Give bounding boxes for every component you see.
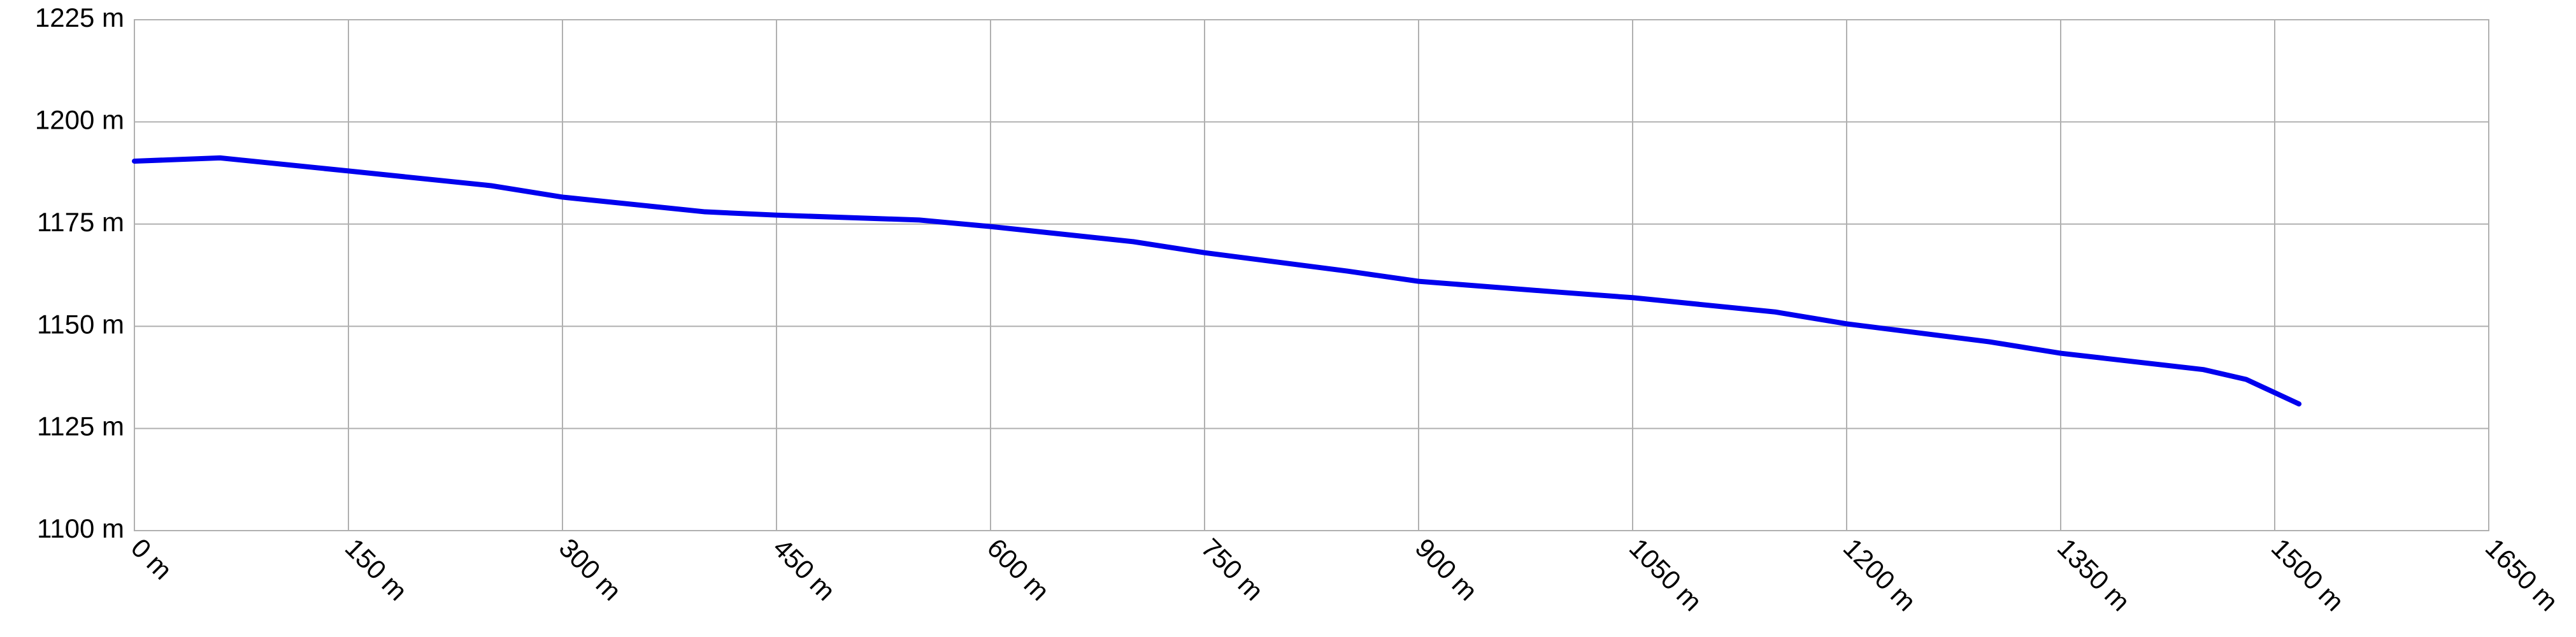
x-tick-label: 1650 m bbox=[2480, 533, 2564, 617]
x-tick-label: 1050 m bbox=[1624, 533, 1708, 617]
elevation-line bbox=[132, 155, 2302, 407]
y-tick-label: 1150 m bbox=[37, 309, 124, 339]
y-tick-label: 1200 m bbox=[35, 104, 124, 134]
x-tick-label: 1200 m bbox=[1838, 533, 1922, 617]
y-tick-label: 1175 m bbox=[37, 207, 124, 237]
x-tick-label: 0 m bbox=[125, 533, 178, 585]
x-tick-label: 150 m bbox=[340, 533, 413, 606]
y-tick-label: 1125 m bbox=[37, 412, 124, 441]
x-tick-label: 750 m bbox=[1196, 533, 1270, 606]
x-tick-label: 1500 m bbox=[2266, 533, 2350, 617]
x-tick-label: 600 m bbox=[982, 533, 1055, 606]
x-tick-label: 900 m bbox=[1410, 533, 1484, 606]
y-tick-label: 1100 m bbox=[37, 513, 124, 543]
plot-frame bbox=[134, 19, 2489, 531]
x-tick-label: 1350 m bbox=[2052, 533, 2136, 617]
y-tick-label: 1225 m bbox=[35, 3, 124, 32]
x-tick-label: 300 m bbox=[554, 533, 627, 606]
x-tick-label: 450 m bbox=[768, 533, 841, 606]
